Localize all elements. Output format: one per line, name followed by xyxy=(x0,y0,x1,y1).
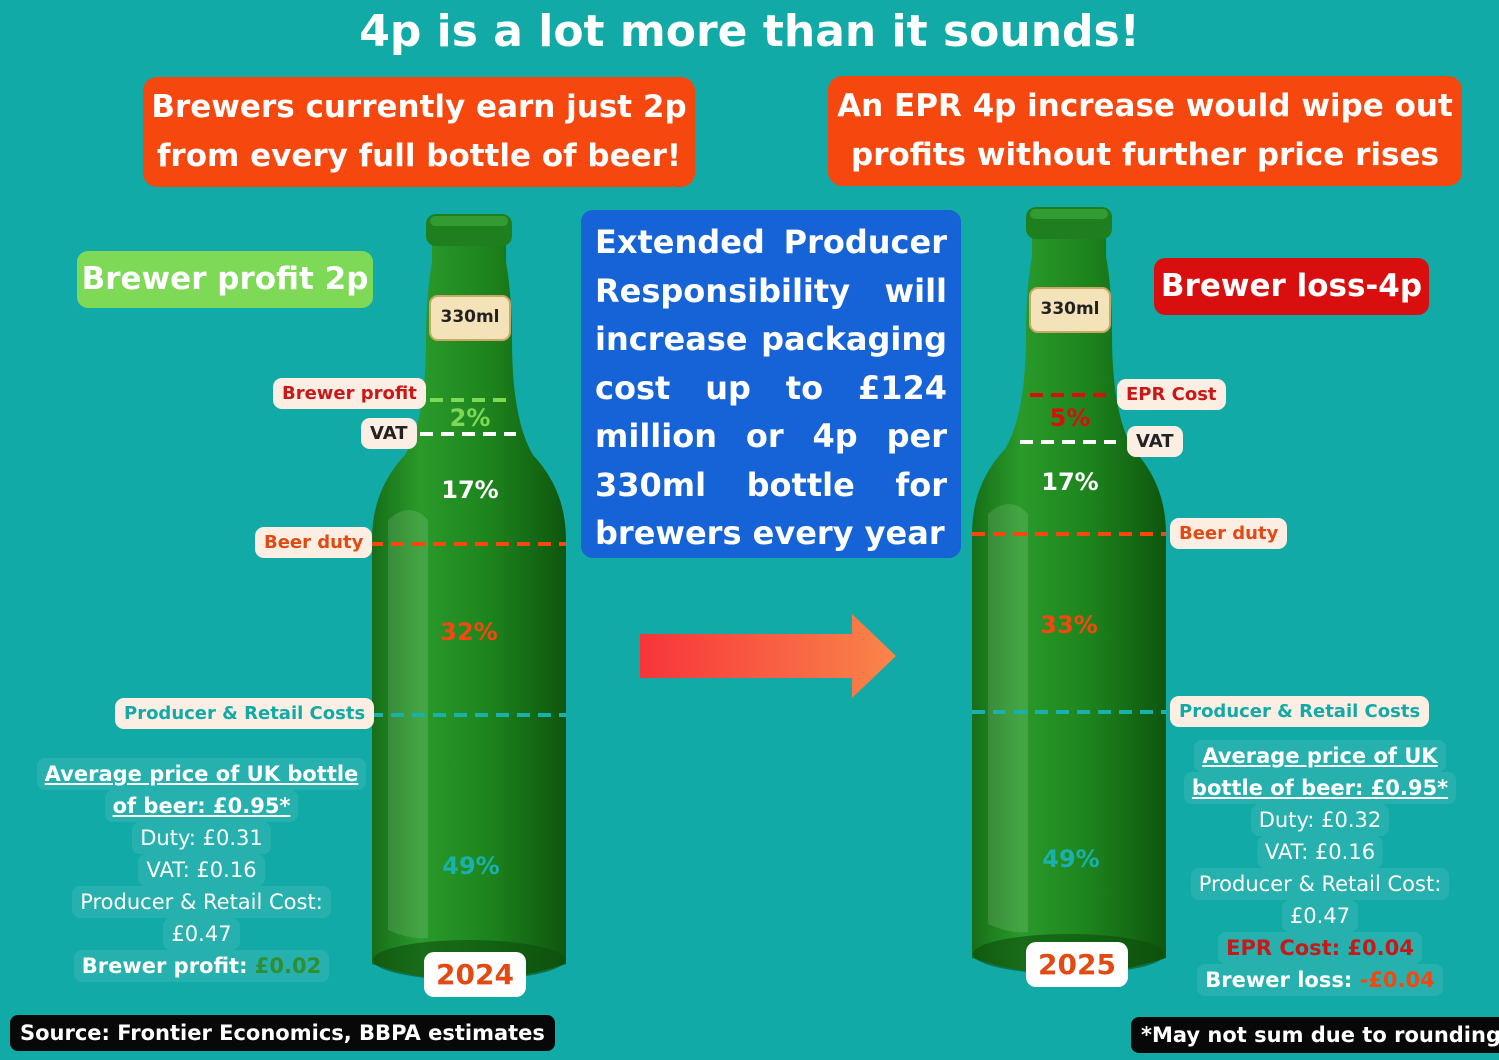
summary-2025-loss-value: -£0.04 xyxy=(1359,968,1435,992)
beer-bottle-icon-2025 xyxy=(972,207,1166,974)
tag-brewer-profit-2024: Brewer profit xyxy=(273,378,426,409)
callout-left: Brewers currently earn just 2p from ever… xyxy=(143,77,695,187)
summary-2024-cost-1: Producer & Retail Cost: xyxy=(72,886,331,918)
pct-vat-2025: 17% xyxy=(1041,468,1099,496)
summary-2025-duty: Duty: £0.32 xyxy=(1250,804,1390,836)
summary-2024: Average price of UK bottle of beer: £0.9… xyxy=(30,758,373,982)
callout-right-line-1: An EPR 4p increase would wipe out xyxy=(837,88,1453,124)
source-note: Source: Frontier Economics, BBPA estimat… xyxy=(10,1015,555,1051)
summary-2025-cost-2: £0.47 xyxy=(1281,900,1359,932)
rounding-footnote: *May not sum due to rounding xyxy=(1131,1017,1499,1053)
tag-costs-2025: Producer & Retail Costs xyxy=(1170,696,1430,727)
summary-2024-profit-label: Brewer profit: xyxy=(81,954,248,978)
tag-vat-2025: VAT xyxy=(1127,426,1183,457)
epr-info-box: Extended Producer Responsibility will in… xyxy=(581,210,961,558)
callout-right: An EPR 4p increase would wipe out profit… xyxy=(828,76,1462,186)
summary-2025-heading-1: Average price of UK xyxy=(1194,740,1446,772)
brewer-loss-badge: Brewer loss-4p xyxy=(1154,258,1429,315)
right-arrow-icon xyxy=(640,614,896,698)
callout-left-line-1: Brewers currently earn just 2p xyxy=(151,89,687,125)
tag-beer-duty-2025: Beer duty xyxy=(1170,518,1288,549)
pct-duty-2024: 32% xyxy=(440,618,498,646)
tag-vat-2024: VAT xyxy=(361,418,417,449)
beer-bottle-icon-2024 xyxy=(372,214,566,980)
summary-2025: Average price of UK bottle of beer: £0.9… xyxy=(1170,740,1470,996)
summary-2024-vat: VAT: £0.16 xyxy=(138,854,265,886)
pct-epr-2025: 5% xyxy=(1049,404,1091,432)
summary-2024-duty: Duty: £0.31 xyxy=(132,822,271,854)
tag-epr-cost-2025: EPR Cost xyxy=(1117,379,1226,410)
summary-2025-heading-2: bottle of beer: £0.95* xyxy=(1183,772,1457,804)
page-title: 4p is a lot more than it sounds! xyxy=(359,6,1140,57)
summary-2025-vat: VAT: £0.16 xyxy=(1256,836,1384,868)
summary-2025-loss-label: Brewer loss: xyxy=(1205,968,1353,992)
pct-profit-2024: 2% xyxy=(449,404,491,432)
summary-2025-loss: Brewer loss: -£0.04 xyxy=(1197,964,1443,996)
pct-costs-2025: 49% xyxy=(1042,845,1100,873)
summary-2024-profit-value: £0.02 xyxy=(254,954,322,978)
pct-duty-2025: 33% xyxy=(1040,611,1098,639)
bottle-label-2024: 330ml xyxy=(440,307,500,327)
year-2024: 2024 xyxy=(424,952,526,997)
tag-costs-2024: Producer & Retail Costs xyxy=(115,698,375,729)
tag-beer-duty-2024: Beer duty xyxy=(255,527,373,558)
summary-2025-cost-1: Producer & Retail Cost: xyxy=(1190,868,1450,900)
summary-2025-epr: EPR Cost: £0.04 xyxy=(1218,932,1422,964)
summary-2024-cost-2: £0.47 xyxy=(163,918,240,950)
summary-2024-heading-1: Average price of UK bottle xyxy=(36,758,367,790)
pct-costs-2024: 49% xyxy=(442,852,500,880)
year-2025: 2025 xyxy=(1026,942,1128,987)
pct-vat-2024: 17% xyxy=(441,476,499,504)
brewer-profit-badge: Brewer profit 2p xyxy=(77,251,373,308)
summary-2024-profit: Brewer profit: £0.02 xyxy=(73,950,330,982)
callout-left-line-2: from every full bottle of beer! xyxy=(156,138,682,174)
bottle-label-2025: 330ml xyxy=(1040,299,1100,319)
summary-2024-heading-2: of beer: £0.95* xyxy=(104,790,299,822)
callout-right-line-2: profits without further price rises xyxy=(851,137,1439,173)
